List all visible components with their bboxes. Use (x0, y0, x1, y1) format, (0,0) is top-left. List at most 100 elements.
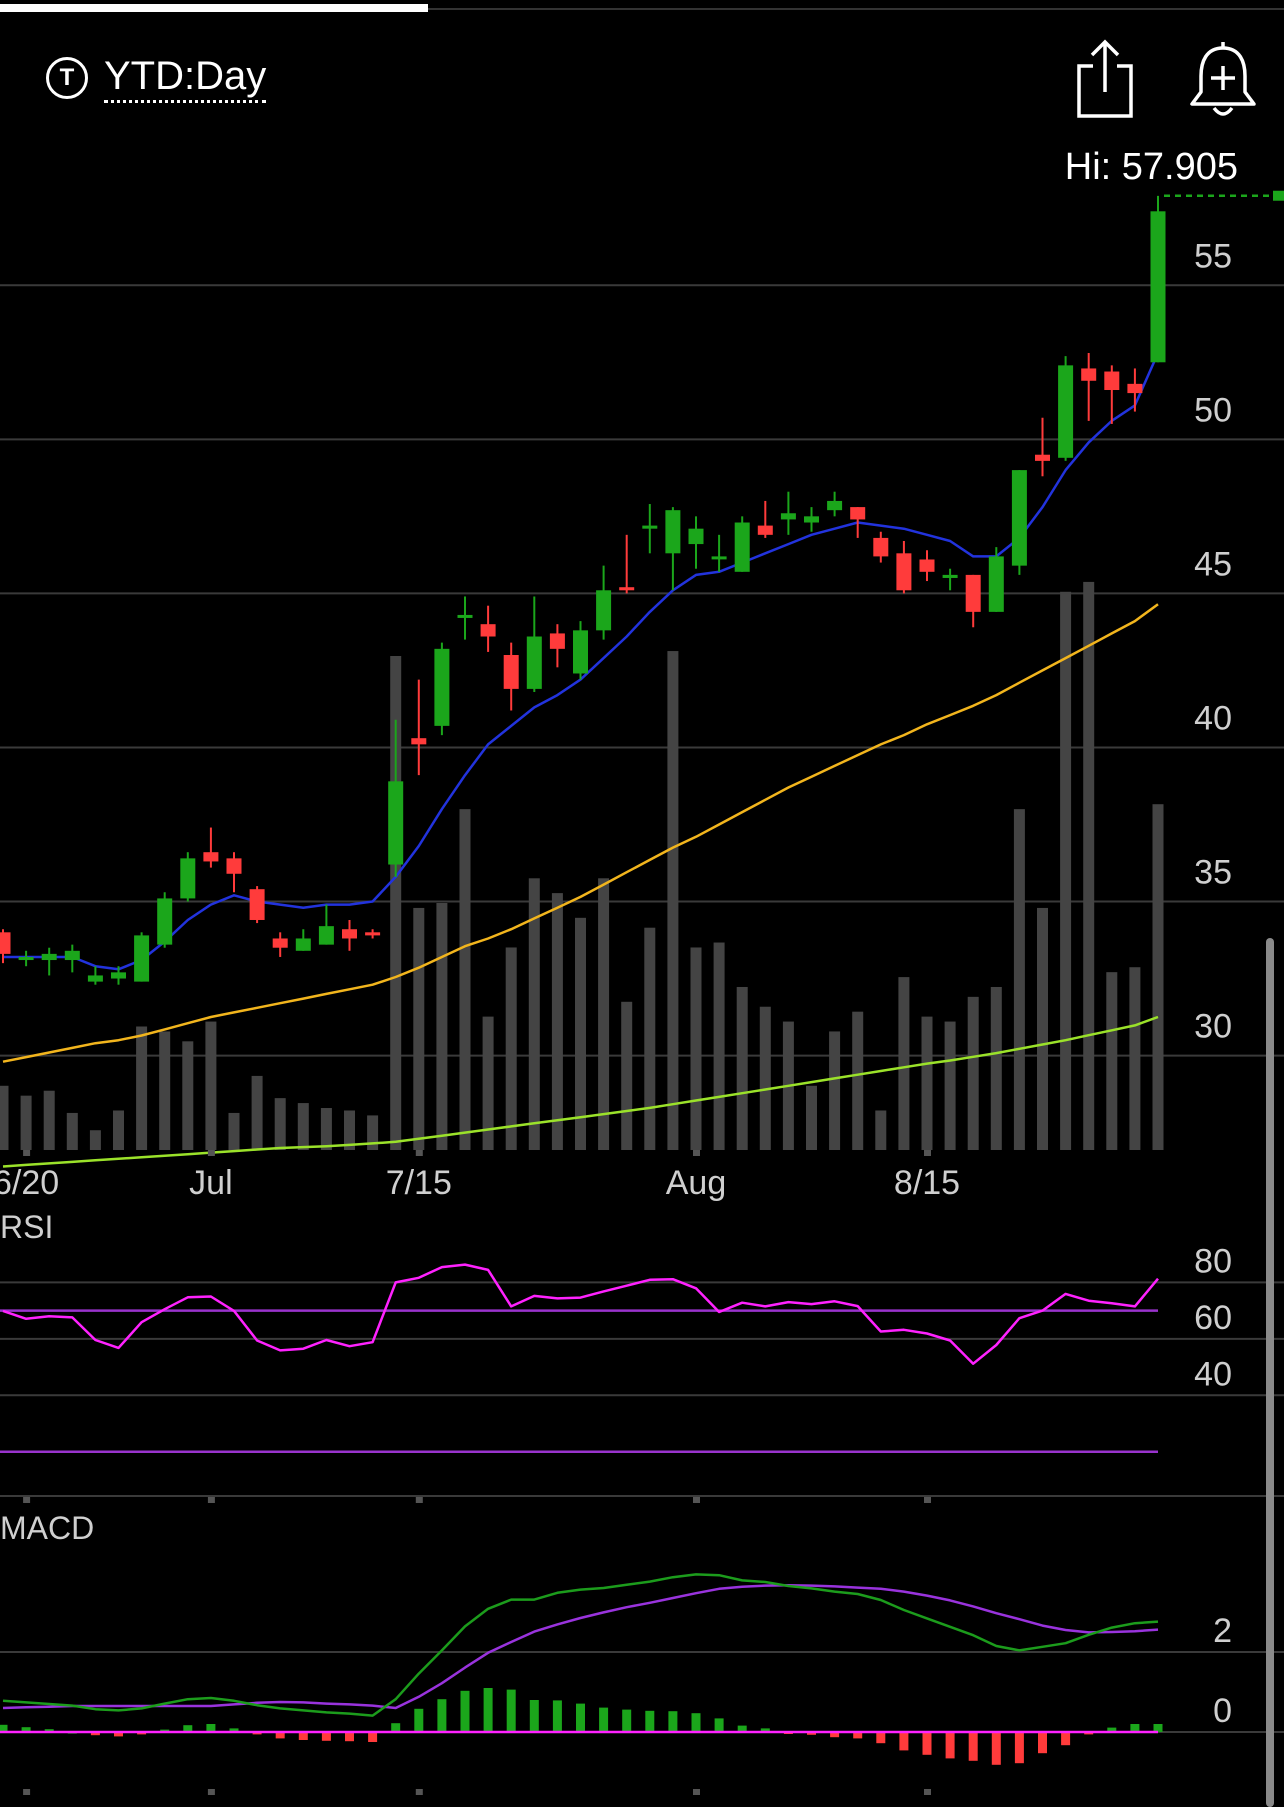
price-tick-label: 30 (1194, 1008, 1232, 1046)
macd-histogram-bar (552, 1700, 562, 1732)
ma-long-line (2, 1015, 1159, 1168)
price-tick-label: 35 (1194, 854, 1232, 892)
candle-body (388, 781, 404, 865)
candle-body (365, 932, 381, 936)
price-tick-label: 55 (1194, 237, 1232, 275)
macd-histogram-bar (44, 1729, 54, 1732)
rsi-tick-label: 80 (1194, 1242, 1232, 1280)
volume-bar (852, 1011, 864, 1150)
candle-body (434, 648, 450, 726)
candle-body (1104, 371, 1120, 391)
macd-histogram-bar (1038, 1732, 1047, 1754)
volume-bar (320, 1108, 332, 1150)
volume-bar (806, 1085, 817, 1150)
rsi-tick-label: 60 (1194, 1299, 1232, 1337)
macd-histogram-bar (229, 1728, 239, 1732)
candle-body (18, 956, 34, 961)
high-marker (1273, 190, 1284, 201)
candle-body (1081, 368, 1097, 381)
macd-histogram-bar (991, 1732, 1001, 1765)
x-tick-mark (207, 1150, 215, 1156)
macd-histogram-bar (737, 1725, 747, 1732)
rsi-label: RSI (0, 1209, 53, 1245)
volume-bar (436, 903, 448, 1150)
candle-body (342, 929, 357, 939)
candle-body (272, 938, 288, 948)
share-button[interactable] (1072, 36, 1138, 122)
x-tick-mark (693, 1150, 700, 1156)
macd-line (2, 1573, 1159, 1717)
x-tick-mark (415, 1497, 423, 1503)
high-label: Hi: 57.905 (1064, 146, 1238, 188)
volume-bar (1152, 804, 1164, 1150)
macd-histogram-bar (668, 1711, 678, 1732)
volume-bar (621, 1001, 633, 1150)
macd-histogram-bar (1107, 1727, 1117, 1732)
volume-bar (1013, 809, 1025, 1150)
candle-body (827, 500, 843, 511)
macd-histogram-bar (599, 1707, 609, 1732)
volume-bar (274, 1098, 286, 1150)
macd-histogram-bar (830, 1732, 840, 1738)
volume-bar (390, 656, 402, 1150)
candle-body (0, 932, 11, 954)
candle-body (1058, 365, 1074, 458)
candle-body (549, 633, 565, 649)
candle-body (526, 636, 542, 689)
macd-histogram-bar (183, 1725, 193, 1732)
macd-histogram-bar (90, 1732, 100, 1736)
candle-body (134, 935, 150, 982)
volume-bar (690, 947, 702, 1150)
x-tick-mark (207, 1789, 215, 1795)
rsi-tick-label: 40 (1194, 1355, 1232, 1393)
macd-histogram-bar (391, 1723, 401, 1732)
candle-body (619, 587, 635, 591)
macd-label: MACD (0, 1510, 94, 1546)
candle-body (1035, 454, 1050, 461)
candle-body (457, 614, 473, 618)
period-selector[interactable]: T YTD:Day (46, 50, 267, 106)
candle-body (318, 926, 334, 945)
x-tick-mark (924, 1150, 931, 1156)
candle-body (41, 953, 57, 961)
candle-body (988, 556, 1004, 612)
volume-bar (898, 977, 910, 1150)
volume-bar (921, 1016, 933, 1150)
x-tick-mark (23, 1150, 31, 1156)
candle-body (1011, 470, 1027, 566)
price-tick-label: 45 (1194, 545, 1232, 583)
volume-bar (459, 809, 471, 1150)
volume-bar (251, 1075, 263, 1150)
x-tick-mark (23, 1789, 31, 1795)
price-tick-label: 50 (1194, 391, 1232, 429)
macd-histogram-bar (1153, 1724, 1163, 1732)
x-tick-mark (693, 1789, 700, 1795)
macd-histogram-bar (368, 1732, 378, 1742)
macd-histogram-bar (414, 1708, 424, 1732)
volume-bar (598, 878, 610, 1150)
bell-plus-icon (1190, 42, 1256, 116)
candle-body (919, 559, 935, 572)
period-label[interactable]: YTD:Day (104, 54, 267, 103)
macd-histogram-bar (0, 1724, 8, 1732)
volume-bar (575, 917, 586, 1150)
volume-bar (990, 986, 1002, 1150)
candle-body (111, 972, 126, 979)
candle-body (64, 950, 80, 961)
add-alert-button[interactable] (1180, 36, 1266, 122)
x-tick-mark (415, 1150, 423, 1156)
macd-histogram-bar (460, 1690, 470, 1732)
macd-histogram-bar (876, 1732, 886, 1744)
volume-bar (0, 1085, 9, 1150)
macd-histogram-bar (506, 1689, 516, 1732)
candle-body (896, 553, 912, 591)
price-tick-label: 40 (1194, 699, 1232, 737)
macd-tick-label: 2 (1213, 1612, 1232, 1650)
volume-bar (967, 996, 979, 1150)
x-tick-mark (693, 1497, 700, 1503)
candle-body (1127, 383, 1143, 394)
vertical-scrollbar[interactable] (1266, 938, 1274, 1807)
candle-body (249, 889, 265, 920)
macd-histogram-bar (1014, 1732, 1024, 1764)
